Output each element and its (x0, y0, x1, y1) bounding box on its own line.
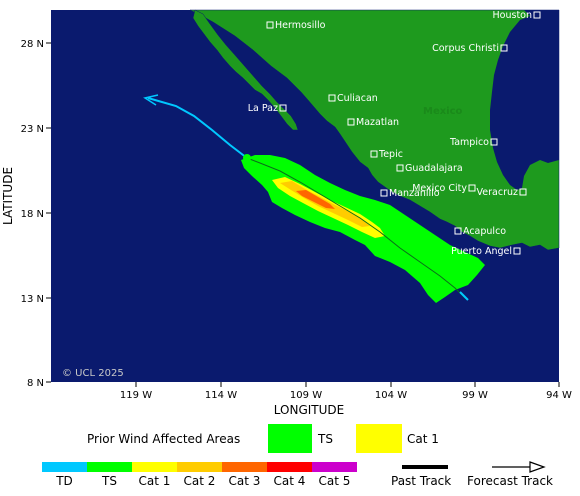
forecast-track-arrow (143, 94, 159, 106)
past-track-legend-label: Past Track (391, 474, 451, 488)
y-tick-label: 8 N (27, 378, 44, 389)
scale-swatch (267, 462, 312, 472)
cat1-affected-swatch (356, 424, 402, 453)
mainland-mexico (189, 9, 560, 251)
country-label: Mexico (423, 106, 463, 117)
current-position-marker (243, 154, 251, 162)
past-track-td-tail (459, 291, 469, 301)
city-marker-icon (328, 94, 336, 102)
scale-swatch (87, 462, 132, 472)
x-tick-label: 109 W (290, 390, 322, 401)
city-label: Veracruz (477, 187, 518, 198)
city-marker-icon (513, 247, 521, 255)
city-label: Tepic (378, 149, 403, 160)
axis-ticks (46, 42, 560, 387)
city-label: Mazatlan (356, 117, 399, 128)
ts-affected-label: TS (317, 432, 333, 446)
city-label: Tampico (449, 137, 489, 148)
scale-swatch (132, 462, 177, 472)
city-marker-icon (380, 189, 388, 197)
city-marker-icon (533, 11, 541, 19)
gulf-of-mexico (470, 10, 559, 190)
city-marker-icon (454, 227, 462, 235)
scale-label: Cat 5 (319, 474, 351, 488)
y-tick-label: 13 N (21, 294, 44, 305)
forecast-track-legend-label: Forecast Track (467, 474, 553, 488)
cat3-wind-swath (296, 190, 335, 209)
scale-swatch (312, 462, 357, 472)
city-label: Houston (493, 10, 532, 21)
forecast-arrow-icon (529, 461, 546, 473)
ts-affected-swatch (268, 424, 312, 453)
city-marker-icon (266, 21, 274, 29)
scale-label: TS (101, 474, 117, 488)
affected-areas-title: Prior Wind Affected Areas (87, 432, 240, 446)
y-tick-label: 23 N (21, 124, 44, 135)
city-marker-icon (468, 184, 476, 192)
city-marker-icon (396, 164, 404, 172)
y-tick-label: 18 N (21, 209, 44, 220)
city-marker-icon (519, 188, 527, 196)
x-tick-label: 104 W (375, 390, 407, 401)
city-label: Puerto Angel (451, 246, 512, 257)
city-label: Corpus Christi (432, 43, 499, 54)
city-label: Guadalajara (405, 163, 463, 174)
copyright-text: © UCL 2025 (62, 368, 124, 379)
city-label: Mexico City (412, 183, 467, 194)
scale-label: Cat 2 (184, 474, 216, 488)
x-tick-label: 94 W (546, 390, 572, 401)
city-label: Culiacan (337, 93, 378, 104)
cat1-affected-label: Cat 1 (407, 432, 439, 446)
x-tick-label: 99 W (462, 390, 488, 401)
scale-label: Cat 3 (229, 474, 261, 488)
x-tick-label: 119 W (120, 390, 152, 401)
scale-swatch (42, 462, 87, 472)
track-lines (143, 94, 469, 301)
city-marker-icon (490, 138, 498, 146)
city-marker-icon (279, 104, 287, 112)
city-label: Acapulco (463, 226, 506, 237)
baja-california (192, 9, 299, 131)
forecast-track-line (147, 97, 248, 159)
city-label: La Paz (248, 103, 278, 114)
city-label: Manzanillo (389, 188, 440, 199)
scale-label: Cat 1 (139, 474, 171, 488)
scale-label: TD (55, 474, 73, 488)
city-layer: Hermosillo Houston Corpus Christi Culiacan L… (248, 10, 541, 257)
city-label: Hermosillo (275, 20, 326, 31)
scale-swatch (222, 462, 267, 472)
intensity-scale-bar: TD TS Cat 1 Cat 2 Cat 3 Cat 4 Cat 5 (42, 462, 357, 488)
x-tick-label: 114 W (205, 390, 237, 401)
y-tick-label: 28 N (21, 39, 44, 50)
y-axis-title: LATITUDE (1, 167, 15, 225)
city-marker-icon (500, 44, 508, 52)
scale-label: Cat 4 (274, 474, 306, 488)
scale-swatch (177, 462, 222, 472)
city-marker-icon (370, 150, 378, 158)
land-masses (189, 9, 560, 251)
x-axis-title: LONGITUDE (274, 403, 344, 417)
past-track-line (246, 157, 466, 299)
city-marker-icon (347, 118, 355, 126)
